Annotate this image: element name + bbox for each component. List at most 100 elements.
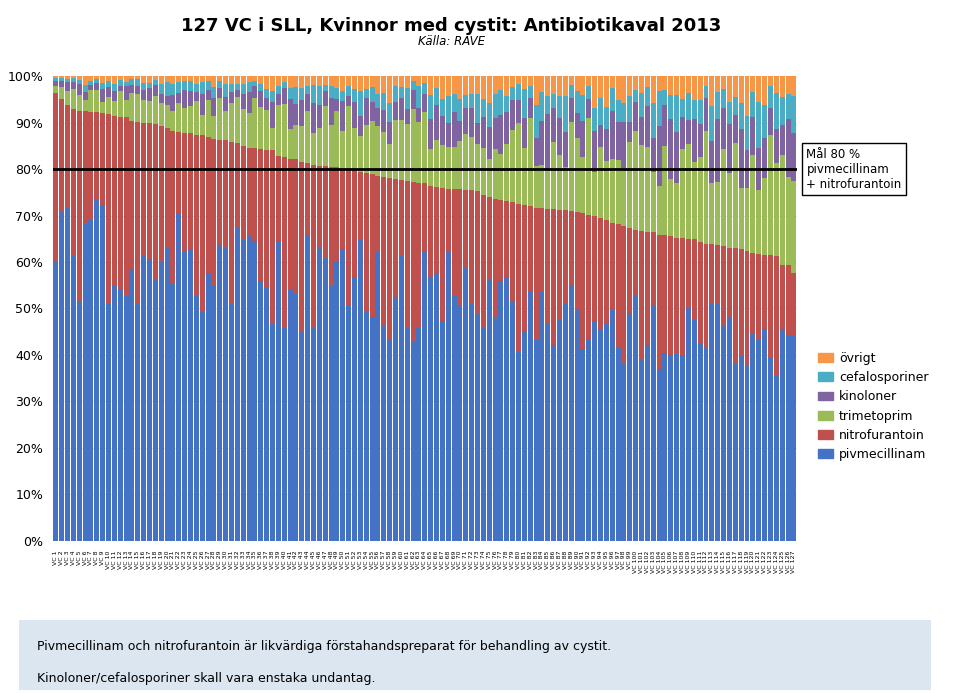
- Bar: [464, 190, 468, 267]
- Bar: [610, 223, 614, 310]
- Bar: [587, 215, 591, 339]
- Bar: [657, 91, 661, 125]
- Bar: [791, 273, 797, 335]
- Bar: [398, 98, 404, 120]
- Bar: [610, 76, 614, 89]
- Bar: [83, 85, 87, 92]
- Bar: [241, 109, 246, 146]
- Bar: [510, 130, 516, 202]
- Bar: [674, 76, 679, 94]
- Bar: [65, 208, 70, 541]
- Bar: [118, 91, 123, 116]
- Bar: [516, 84, 521, 100]
- Bar: [153, 80, 157, 85]
- Bar: [294, 76, 299, 87]
- Bar: [738, 76, 744, 103]
- Bar: [294, 159, 299, 295]
- Bar: [124, 86, 129, 100]
- Bar: [106, 87, 111, 97]
- Bar: [106, 97, 111, 114]
- Bar: [334, 111, 340, 168]
- Bar: [194, 92, 199, 101]
- Bar: [540, 76, 544, 92]
- Bar: [709, 245, 714, 304]
- Bar: [668, 236, 673, 355]
- Bar: [657, 369, 661, 541]
- Bar: [381, 177, 386, 326]
- Bar: [762, 76, 767, 105]
- Bar: [662, 235, 667, 353]
- Bar: [352, 170, 357, 277]
- Bar: [540, 92, 544, 121]
- Bar: [534, 207, 539, 340]
- Bar: [668, 95, 673, 119]
- Bar: [510, 100, 516, 130]
- Bar: [370, 87, 374, 102]
- Bar: [328, 166, 333, 286]
- Bar: [258, 149, 263, 281]
- Bar: [422, 252, 427, 541]
- Bar: [375, 76, 380, 94]
- Bar: [662, 105, 667, 146]
- Bar: [323, 166, 327, 258]
- Bar: [762, 179, 767, 255]
- Bar: [300, 76, 304, 88]
- Bar: [171, 284, 176, 541]
- Bar: [498, 154, 503, 200]
- Bar: [258, 107, 263, 149]
- Bar: [645, 87, 650, 105]
- Bar: [147, 82, 152, 89]
- Bar: [118, 86, 123, 91]
- Bar: [340, 131, 346, 168]
- Bar: [557, 118, 562, 155]
- Bar: [587, 86, 591, 99]
- Bar: [398, 120, 404, 180]
- Bar: [445, 76, 451, 96]
- Bar: [545, 169, 550, 209]
- Bar: [434, 274, 439, 541]
- Bar: [610, 310, 614, 541]
- Bar: [177, 82, 181, 94]
- Bar: [281, 76, 287, 82]
- Bar: [65, 105, 70, 208]
- Bar: [317, 128, 322, 166]
- Bar: [657, 125, 661, 186]
- Bar: [300, 88, 304, 100]
- Bar: [487, 76, 492, 103]
- Bar: [639, 146, 644, 231]
- Bar: [164, 76, 170, 82]
- Bar: [715, 92, 720, 119]
- Bar: [451, 189, 457, 295]
- Bar: [651, 172, 656, 231]
- Bar: [417, 76, 421, 86]
- Bar: [458, 141, 463, 189]
- Bar: [498, 76, 503, 90]
- Bar: [498, 200, 503, 281]
- Bar: [598, 218, 603, 330]
- Bar: [581, 213, 586, 349]
- Bar: [563, 210, 568, 303]
- Bar: [692, 100, 697, 119]
- Bar: [516, 204, 521, 351]
- Bar: [130, 85, 134, 93]
- Bar: [235, 89, 240, 97]
- Bar: [328, 125, 333, 166]
- Bar: [393, 86, 398, 103]
- Bar: [135, 303, 140, 541]
- Bar: [53, 76, 59, 78]
- Bar: [53, 262, 59, 541]
- Bar: [563, 303, 568, 541]
- Bar: [534, 166, 539, 207]
- Bar: [264, 76, 269, 89]
- Bar: [639, 231, 644, 360]
- Bar: [147, 123, 152, 258]
- Bar: [745, 188, 750, 250]
- Bar: [785, 335, 790, 541]
- Bar: [487, 103, 492, 127]
- Bar: [634, 230, 638, 295]
- Bar: [522, 148, 527, 205]
- Bar: [311, 76, 316, 85]
- Bar: [194, 76, 199, 84]
- Bar: [627, 142, 633, 228]
- Bar: [223, 84, 228, 96]
